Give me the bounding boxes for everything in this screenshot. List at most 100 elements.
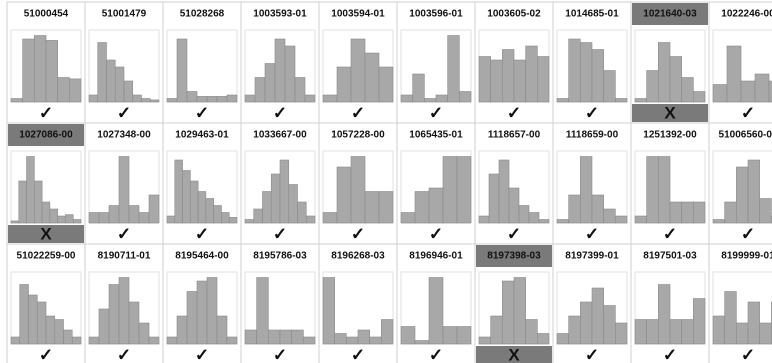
- histogram-bar: [428, 187, 444, 224]
- cell-id: 1021640-03: [643, 9, 697, 20]
- histogram-bar: [138, 322, 150, 345]
- status-highlight: [476, 346, 552, 363]
- histogram-bar: [279, 329, 292, 345]
- histogram-bar: [216, 315, 228, 345]
- status: X: [40, 224, 52, 243]
- histogram-bar: [634, 319, 647, 345]
- histogram-bar: [591, 287, 604, 345]
- histogram-bar: [350, 156, 366, 224]
- histogram-bar: [538, 219, 550, 224]
- status: ✓: [585, 345, 599, 363]
- histogram-bar: [580, 42, 593, 103]
- histogram-bar: [693, 91, 706, 103]
- cell-id: 1027086-00: [19, 130, 73, 141]
- cell-id: 51028268: [180, 9, 225, 20]
- histogram-bar: [580, 156, 593, 224]
- status: ✓: [429, 224, 443, 243]
- histogram-bar: [291, 329, 304, 345]
- cell-id: 8197399-01: [565, 251, 619, 262]
- histogram-bar: [45, 40, 58, 103]
- histogram-bar: [72, 219, 82, 224]
- histogram-bar: [108, 284, 120, 345]
- histogram-bar: [580, 301, 593, 345]
- histogram-bar: [381, 319, 394, 345]
- histogram-bar: [502, 49, 515, 103]
- histogram-bar: [490, 59, 503, 103]
- histogram-bar: [693, 298, 706, 345]
- histogram-bar: [681, 319, 694, 345]
- status: ✓: [507, 224, 521, 243]
- status: ✓: [507, 103, 521, 122]
- histogram-bar: [681, 201, 694, 224]
- status: ✓: [351, 103, 365, 122]
- histogram-bar: [254, 77, 266, 103]
- histogram-bar: [726, 45, 742, 103]
- histogram-bar: [98, 308, 110, 345]
- cell-id: 1003593-01: [253, 9, 307, 20]
- cell-id: 1022246-00: [721, 9, 772, 20]
- histogram-bar: [128, 301, 140, 345]
- histogram-bar: [322, 212, 338, 224]
- histogram-bar: [57, 215, 66, 224]
- histogram-bar: [196, 96, 208, 103]
- status: ✓: [195, 345, 209, 363]
- histogram-bar: [244, 94, 256, 103]
- histogram-bar: [336, 166, 352, 224]
- histogram-bar: [478, 215, 490, 224]
- histogram-bar: [378, 66, 394, 103]
- histogram-bar: [681, 77, 694, 103]
- cell-id: 51000454: [24, 9, 69, 20]
- histogram-bar: [747, 159, 760, 224]
- histogram-bar: [669, 319, 682, 345]
- histogram-bar: [513, 59, 526, 103]
- histogram-bar: [334, 333, 347, 345]
- histogram-bar: [226, 336, 238, 345]
- histogram-bar: [442, 326, 458, 345]
- histogram-bar: [118, 277, 130, 345]
- histogram-bar: [658, 156, 671, 224]
- cell-id: 1033667-00: [253, 130, 307, 141]
- histogram-bar: [615, 98, 628, 103]
- histogram-bar: [98, 212, 110, 224]
- cell-id: 8196268-03: [331, 251, 385, 262]
- cell-id: 1118657-00: [488, 130, 541, 141]
- histogram-bar: [537, 56, 550, 103]
- histogram-bar: [149, 99, 160, 103]
- histogram-bar: [141, 98, 151, 103]
- histogram-bar: [196, 280, 208, 345]
- cell-id: 1027348-00: [97, 130, 151, 141]
- cell-id: 51022259-00: [17, 251, 76, 262]
- histogram-bar: [502, 280, 515, 345]
- histogram-bar: [400, 94, 413, 103]
- cell-id: 8195786-03: [253, 251, 307, 262]
- histogram-bar: [182, 170, 191, 224]
- histogram-bar: [88, 336, 100, 345]
- status: ✓: [741, 103, 755, 122]
- histogram-bar: [759, 198, 772, 224]
- histogram-bar: [216, 96, 228, 103]
- histogram-bar: [740, 80, 756, 103]
- histogram-bar: [603, 70, 616, 103]
- histogram-bar: [213, 205, 222, 224]
- cell-id: 51006560-00: [719, 130, 772, 141]
- cell-id: 1251392-00: [643, 130, 697, 141]
- histogram-bar: [712, 219, 725, 224]
- histogram-bar: [190, 180, 199, 224]
- histogram-bar: [128, 205, 140, 224]
- cell-id: 8197398-03: [487, 251, 541, 262]
- histogram-bar: [45, 315, 56, 345]
- histogram-bar: [206, 96, 218, 103]
- histogram-bar: [712, 315, 725, 345]
- histogram-bar: [747, 301, 760, 345]
- histogram-bar: [459, 91, 472, 103]
- histogram-bar: [34, 180, 43, 224]
- histogram-bar: [244, 329, 257, 345]
- histogram-bar: [568, 194, 581, 224]
- histogram-bar: [646, 156, 659, 224]
- histogram-bar: [525, 319, 538, 345]
- histogram-bar: [435, 94, 448, 103]
- histogram-bar: [63, 329, 73, 345]
- histogram-bar: [498, 159, 510, 224]
- histogram-bar: [414, 340, 430, 345]
- histogram-bar: [148, 194, 160, 224]
